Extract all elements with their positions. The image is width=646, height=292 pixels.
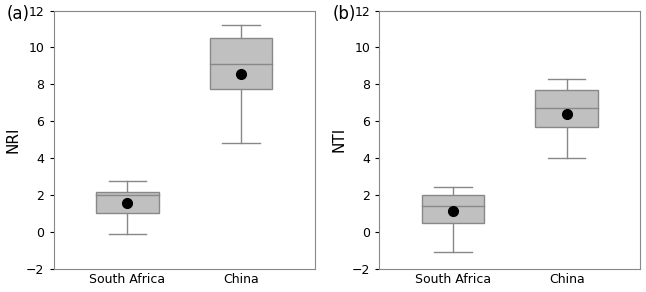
Text: (a): (a): [6, 5, 30, 23]
Text: (b): (b): [332, 5, 356, 23]
Bar: [210, 38, 272, 89]
Bar: [96, 192, 158, 213]
Y-axis label: NRI: NRI: [6, 126, 21, 153]
Bar: [422, 195, 484, 223]
Y-axis label: NTI: NTI: [331, 127, 346, 152]
Bar: [536, 90, 598, 127]
